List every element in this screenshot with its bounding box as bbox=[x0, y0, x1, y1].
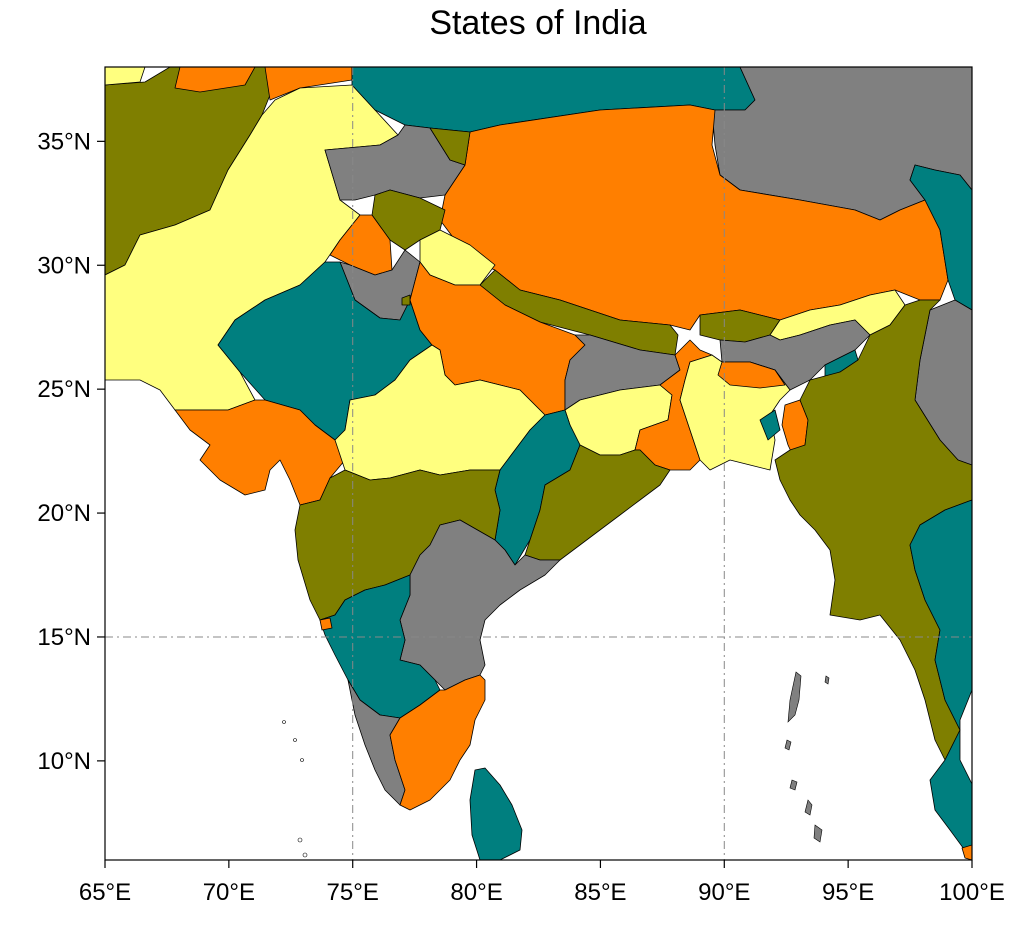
region-east-orange-bit bbox=[961, 844, 972, 860]
region-odisha bbox=[524, 444, 671, 561]
map-frame bbox=[104, 66, 973, 861]
x-tick-label: 95°E bbox=[822, 879, 874, 906]
andaman-islands bbox=[784, 671, 830, 843]
y-tick-label: 30°N bbox=[37, 252, 91, 279]
region-top-yellow-patch bbox=[105, 67, 146, 86]
x-axis: 65°E 70°E 75°E 80°E 85°E 90°E 95°E 100°E bbox=[79, 860, 1005, 906]
map-regions bbox=[105, 67, 972, 860]
region-sri-lanka bbox=[469, 767, 523, 860]
y-tick-label: 15°N bbox=[37, 624, 91, 651]
y-tick-label: 20°N bbox=[37, 500, 91, 527]
y-tick-label: 35°N bbox=[37, 128, 91, 155]
lakshadweep-islands bbox=[282, 720, 308, 858]
y-tick-label: 25°N bbox=[37, 376, 91, 403]
region-tripura bbox=[759, 409, 781, 441]
region-goa bbox=[319, 617, 333, 631]
gridlines bbox=[105, 67, 972, 860]
region-tamil-nadu bbox=[389, 674, 486, 811]
x-tick-label: 70°E bbox=[203, 879, 255, 906]
x-tick-label: 100°E bbox=[939, 879, 1005, 906]
y-tick-label: 10°N bbox=[37, 748, 91, 775]
x-tick-label: 85°E bbox=[574, 879, 626, 906]
x-tick-label: 65°E bbox=[79, 879, 131, 906]
region-meghalaya bbox=[717, 361, 786, 389]
region-aksai-chin bbox=[429, 127, 471, 166]
region-nepal bbox=[479, 269, 679, 356]
x-tick-label: 80°E bbox=[450, 879, 502, 906]
region-kyrgyz-orange bbox=[264, 67, 353, 101]
region-ladakh bbox=[324, 124, 466, 201]
x-tick-label: 75°E bbox=[327, 879, 379, 906]
region-tajik-orange bbox=[174, 67, 256, 93]
region-delhi bbox=[401, 294, 411, 306]
region-thailand bbox=[909, 499, 972, 860]
x-tick-label: 90°E bbox=[698, 879, 750, 906]
map-title: States of India bbox=[429, 4, 647, 42]
y-axis: 10°N 15°N 20°N 25°N 30°N 35°N bbox=[37, 128, 105, 775]
